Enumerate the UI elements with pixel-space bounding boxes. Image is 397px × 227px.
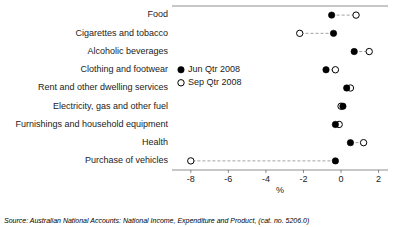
dot xyxy=(297,30,303,36)
category-label: Clothing and footwear xyxy=(80,64,168,74)
connector xyxy=(191,160,336,161)
legend-marker xyxy=(178,80,184,86)
plot-area xyxy=(188,12,373,164)
category-label: Food xyxy=(147,9,168,19)
dot xyxy=(351,48,357,54)
x-tick-label: 0 xyxy=(339,174,344,184)
dot xyxy=(332,158,338,164)
dot xyxy=(330,30,336,36)
x-tick-label: 2 xyxy=(376,174,381,184)
legend: Jun Qtr 2008 Sep Qtr 2008 xyxy=(178,64,242,87)
x-tick xyxy=(341,170,342,173)
x-tick xyxy=(378,170,379,173)
x-tick xyxy=(228,170,229,173)
dot xyxy=(343,85,349,91)
category-label: Rent and other dwelling services xyxy=(38,82,169,92)
chart: -8 -6 -4 -2 0 2% Food Cigarettes and tobacco Alc… xyxy=(0,0,397,227)
dot xyxy=(332,121,338,127)
category-label: Health xyxy=(142,137,168,147)
x-axis-label: % xyxy=(276,185,284,195)
category-label: Furnishings and household equipment xyxy=(15,119,168,129)
x-tick-label: -8 xyxy=(187,174,195,184)
x-tick-label: -6 xyxy=(224,174,232,184)
legend-marker xyxy=(178,67,184,73)
dot xyxy=(360,139,366,145)
frame-top xyxy=(172,6,388,7)
dot xyxy=(323,67,329,73)
category-label: Electricity, gas and other fuel xyxy=(53,101,168,111)
dot xyxy=(353,12,359,18)
dot xyxy=(332,67,338,73)
category-label: Alcoholic beverages xyxy=(87,46,168,56)
category-label: Purchase of vehicles xyxy=(85,155,169,165)
dot xyxy=(328,12,334,18)
x-tick-label: -2 xyxy=(299,174,307,184)
connector xyxy=(300,33,334,34)
x-axis-line xyxy=(172,170,388,171)
x-tick-label: -4 xyxy=(262,174,270,184)
x-tick xyxy=(190,170,191,173)
legend-label: Sep Qtr 2008 xyxy=(188,77,242,87)
dot xyxy=(366,48,372,54)
source-note: Source: Australian National Accounts: Na… xyxy=(4,217,309,225)
x-tick xyxy=(303,170,304,173)
dot xyxy=(347,139,353,145)
x-tick xyxy=(265,170,266,173)
legend-label: Jun Qtr 2008 xyxy=(188,64,240,74)
dot xyxy=(340,103,346,109)
category-label: Cigarettes and tobacco xyxy=(75,28,168,38)
dot xyxy=(188,158,194,164)
